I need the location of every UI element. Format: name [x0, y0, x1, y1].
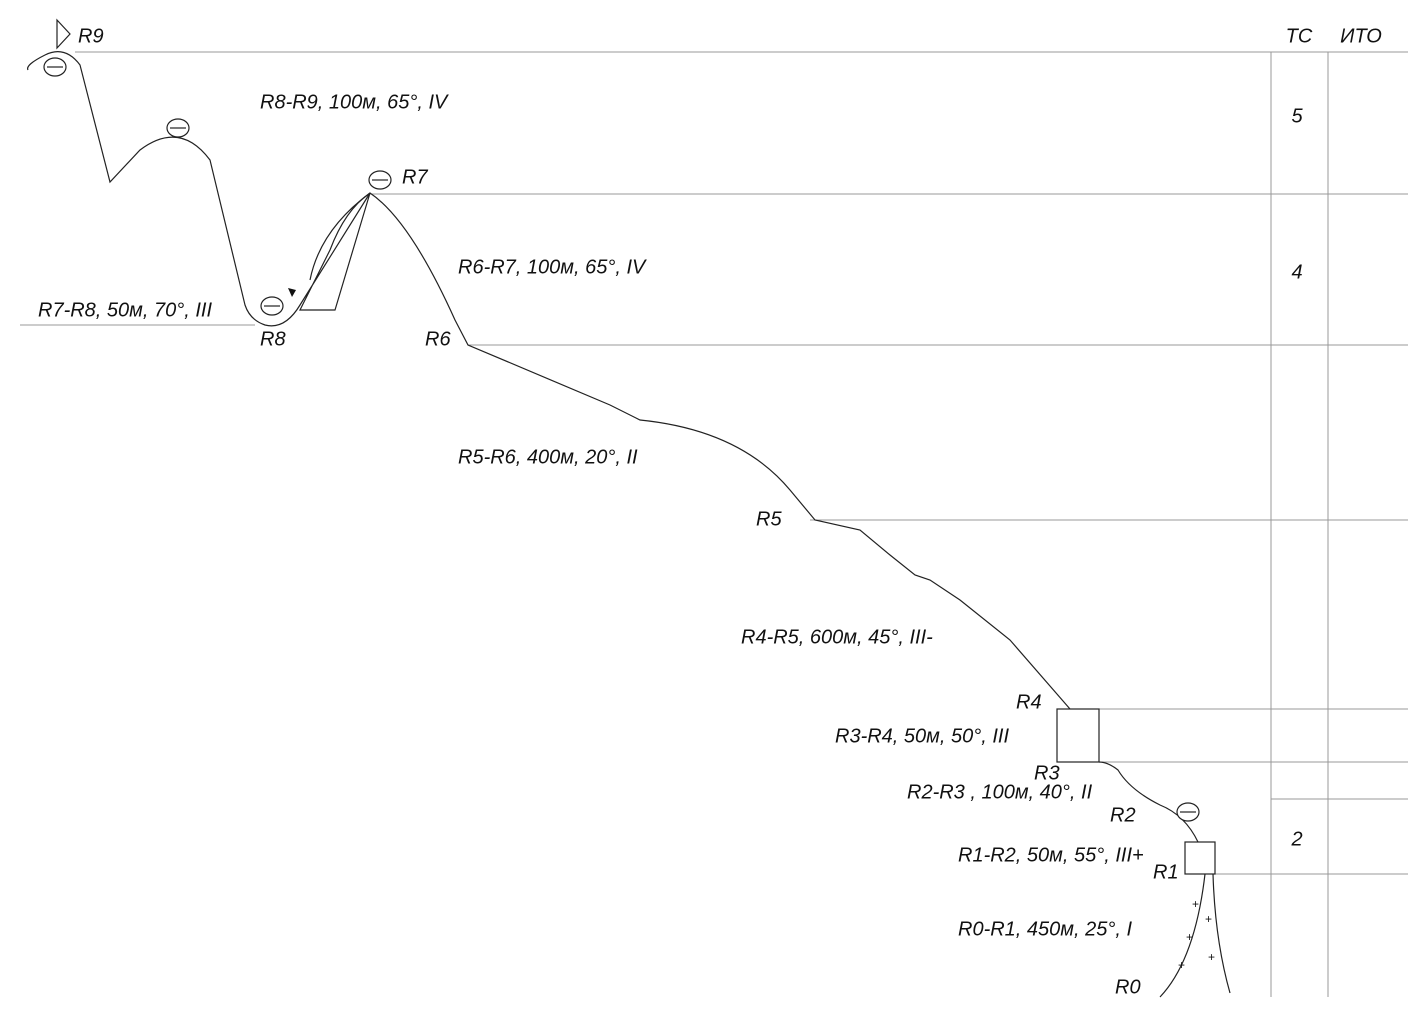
- route-line: [1098, 761, 1199, 843]
- point-label: R0: [1115, 976, 1141, 998]
- route-line: [1159, 873, 1206, 998]
- point-label: R7: [402, 166, 428, 188]
- segment-label: R2-R3 , 100м, 40°, II: [907, 781, 1093, 803]
- route: + + + + +: [27, 18, 1231, 998]
- summit-flag: [56, 18, 71, 50]
- point-label: R4: [1016, 691, 1042, 713]
- grade-value: 2: [1290, 828, 1302, 850]
- point-label: R3: [1034, 762, 1060, 784]
- segment-label: R5-R6, 400м, 20°, II: [458, 446, 638, 468]
- route-line: [309, 192, 371, 281]
- point-label: R1: [1153, 861, 1179, 883]
- route-line: [1212, 873, 1231, 994]
- station-box: [1184, 841, 1216, 875]
- scree-mark: +: [1178, 958, 1185, 972]
- segment-label: R8-R9, 100м, 65°, IV: [260, 91, 449, 113]
- labels: R0 R1 R2 R3 R4 R5 R6 R7 R8 R9 R0-R1, 450м, 25°, I R…: [38, 25, 1382, 998]
- segment-label: R6-R7, 100м, 65°, IV: [458, 256, 647, 278]
- point-label: R6: [425, 328, 451, 350]
- scree-mark: +: [1208, 950, 1215, 964]
- grade-value: 5: [1291, 105, 1303, 127]
- point-label: R9: [78, 25, 104, 47]
- point-label: R2: [1110, 804, 1136, 826]
- scree-mark: +: [1192, 897, 1199, 911]
- segment-label: R0-R1, 450м, 25°, I: [958, 918, 1132, 940]
- scree-mark: +: [1205, 912, 1212, 926]
- segment-label: R4-R5, 600м, 45°, III-: [741, 626, 933, 648]
- route-line: [27, 51, 1071, 710]
- grid: [20, 51, 1408, 997]
- column-header: ТС: [1286, 25, 1313, 47]
- scree-mark: +: [1186, 930, 1193, 944]
- point-label: R5: [756, 508, 782, 530]
- segment-label: R7-R8, 50м, 70°, III: [38, 299, 212, 321]
- icons: [43, 57, 1200, 822]
- segment-label: R1-R2, 50м, 55°, III+: [958, 844, 1144, 866]
- segment-label: R3-R4, 50м, 50°, III: [835, 725, 1009, 747]
- cone-marks: + + + + +: [1178, 897, 1215, 972]
- grade-value: 4: [1291, 261, 1302, 283]
- point-label: R8: [260, 328, 286, 350]
- arrow: [288, 288, 296, 297]
- station-box: [1056, 708, 1100, 763]
- column-header: ИТО: [1340, 25, 1382, 47]
